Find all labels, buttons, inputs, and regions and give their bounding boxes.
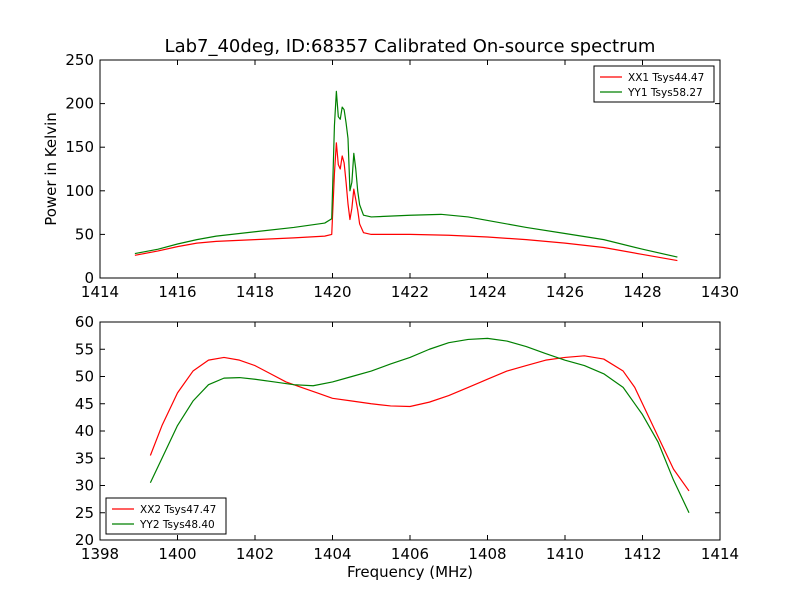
legend-box: [105, 497, 227, 535]
x-tick-label: 1408: [468, 545, 506, 563]
series-line-xx-panel-0: [134, 142, 678, 262]
x-tick-label: 1402: [236, 545, 274, 563]
legend-label: YY2 Tsys48.40: [139, 519, 215, 531]
x-tick-label: 1430: [701, 283, 739, 301]
y-tick-label: 40: [75, 422, 94, 440]
y-tick-label: 0: [84, 269, 94, 287]
x-tick-label: 1416: [158, 283, 196, 301]
legend-panel-0: XX1 Tsys44.47 YY1 Tsys58.27: [593, 65, 715, 103]
series-line-xx-panel-1: [149, 355, 690, 492]
y-tick-label: 250: [65, 51, 94, 69]
x-tick-label: 1424: [468, 283, 506, 301]
legend-label: XX2 Tsys47.47: [140, 504, 216, 516]
y-tick-label: 20: [75, 531, 94, 549]
y-tick-label: 60: [75, 313, 94, 331]
x-tick-label: 1420: [313, 283, 351, 301]
x-tick-label: 1426: [546, 283, 584, 301]
legend-box: [593, 65, 715, 103]
y-tick-label: 50: [75, 225, 94, 243]
x-tick-label: 1414: [81, 283, 119, 301]
y-tick-label: 55: [75, 340, 94, 358]
bottom-panel: 1398 1400 1402 1404 1406 1408 1410 1412 1414 20 25…: [75, 313, 739, 563]
x-tick-label: 1398: [81, 545, 119, 563]
x-axis-label: Frequency (MHz): [347, 563, 473, 581]
y-tick-label: 45: [75, 395, 94, 413]
y-tick-label: 150: [65, 138, 94, 156]
y-tick-label: 100: [65, 182, 94, 200]
legend-label: XX1 Tsys44.47: [628, 72, 704, 84]
x-tick-label: 1412: [623, 545, 661, 563]
top-panel: 1414 1416 1418 1420 1422 1424 1426 1428 1430 0 50 1…: [42, 51, 739, 301]
y-axis-label: Power in Kelvin: [42, 112, 60, 226]
x-tick-label: 1404: [313, 545, 351, 563]
x-tick-label: 1406: [391, 545, 429, 563]
series-line-yy-panel-1: [149, 337, 690, 514]
series-line-yy-panel-0: [134, 90, 678, 258]
y-tick-label: 25: [75, 504, 94, 522]
legend-label: YY1 Tsys58.27: [627, 87, 703, 99]
legend-panel-1: XX2 Tsys47.47 YY2 Tsys48.40: [105, 497, 227, 535]
y-tick-label: 30: [75, 477, 94, 495]
x-tick-label: 1422: [391, 283, 429, 301]
x-tick-label: 1414: [701, 545, 739, 563]
x-tick-label: 1400: [158, 545, 196, 563]
x-tick-label: 1410: [546, 545, 584, 563]
y-tick-label: 35: [75, 449, 94, 467]
figure-title: Lab7_40deg, ID:68357 Calibrated On-sourc…: [165, 36, 656, 57]
y-tick-label: 50: [75, 368, 94, 386]
y-tick-label: 200: [65, 95, 94, 113]
x-tick-label: 1418: [236, 283, 274, 301]
x-tick-label: 1428: [623, 283, 661, 301]
